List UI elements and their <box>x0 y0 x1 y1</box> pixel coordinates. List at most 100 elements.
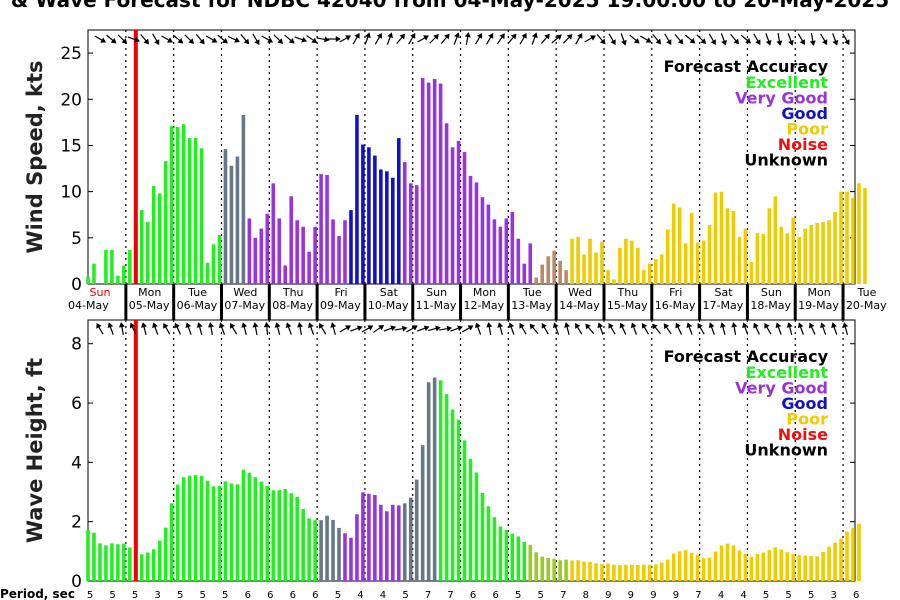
direction-arrow <box>273 34 284 44</box>
direction-arrow <box>730 34 740 45</box>
data-bar <box>122 543 126 581</box>
data-bar <box>701 240 706 284</box>
direction-arrow <box>240 34 250 45</box>
day-name: Mon <box>808 286 831 299</box>
arrow-head <box>435 325 441 332</box>
data-bar <box>737 550 742 581</box>
direction-arrow <box>832 33 839 46</box>
legend-item: Very Good <box>735 89 828 108</box>
data-bar <box>337 527 341 581</box>
direction-arrow <box>374 32 382 45</box>
legend-title: Forecast Accuracy <box>664 347 829 366</box>
day-name: Fri <box>669 286 682 299</box>
legend-item: Unknown <box>744 151 828 170</box>
day-name: Fri <box>334 286 347 299</box>
direction-arrow <box>608 33 616 46</box>
arrow-head <box>263 322 270 328</box>
data-bar <box>492 517 497 581</box>
data-bar <box>504 218 509 284</box>
arrow-head <box>499 33 505 40</box>
direction-arrow <box>117 34 128 44</box>
data-bar <box>391 504 395 581</box>
data-bar <box>205 262 210 284</box>
data-bar <box>373 155 377 284</box>
data-bar <box>151 186 156 284</box>
period-row: Period, sec 5 5 5 3 5 5 5 6 6 6 6 5 4 4 5 7 7 6 6 5 5 7 8 9 9 9 9 7 4… <box>0 587 859 600</box>
direction-arrow <box>464 32 471 46</box>
arrow-head <box>222 37 228 44</box>
period-value: 5 <box>763 590 769 600</box>
arrow-head <box>486 322 493 328</box>
day-date: 08-May <box>272 299 313 312</box>
wave-height-panel: 0 2 4 6 8 Wave Height, ft Forecast AccuracyExc… <box>23 319 861 592</box>
data-bar <box>259 228 264 284</box>
legend-item: Excellent <box>746 363 829 382</box>
data-bar <box>851 198 855 284</box>
direction-arrow <box>474 322 482 335</box>
direction-arrow <box>361 325 374 333</box>
data-bar <box>785 552 790 581</box>
data-bar <box>462 151 467 284</box>
data-bar <box>863 187 867 284</box>
arrow-head <box>677 38 684 45</box>
data-bar <box>636 564 640 581</box>
data-bar <box>175 126 180 285</box>
data-bar <box>528 243 533 284</box>
arrow-head <box>566 34 573 40</box>
data-bar <box>749 556 754 581</box>
arrow-head <box>745 37 752 44</box>
data-bar <box>809 556 813 581</box>
direction-arrow <box>364 32 371 45</box>
data-bar <box>139 210 144 284</box>
data-bar <box>462 440 467 581</box>
data-bar <box>247 472 252 581</box>
arrow-head <box>597 322 604 329</box>
direction-arrow <box>461 325 474 333</box>
arrow-head <box>211 37 218 43</box>
arrow-head <box>733 38 740 45</box>
data-bar <box>659 562 664 581</box>
day-date: 18-May <box>750 299 791 312</box>
period-value: 9 <box>650 590 656 600</box>
arrow-head <box>742 322 748 329</box>
arrow-head <box>721 39 727 46</box>
arrow-head <box>188 38 195 44</box>
arrow-head <box>167 37 173 43</box>
direction-arrow <box>797 322 804 335</box>
data-bar <box>420 445 425 581</box>
data-bar <box>235 156 240 284</box>
data-bar <box>677 207 682 284</box>
arrow-head <box>529 323 536 330</box>
direction-arrow <box>508 322 515 335</box>
arrow-head <box>423 325 430 332</box>
arrow-head <box>110 37 117 44</box>
arrow-head <box>675 322 681 329</box>
arrow-head <box>655 38 662 45</box>
period-value: 9 <box>628 590 634 600</box>
arrow-head <box>100 37 107 43</box>
data-bar <box>540 556 545 581</box>
direction-arrow <box>585 323 595 334</box>
data-bar <box>636 247 640 284</box>
data-bar <box>827 546 831 581</box>
data-bar <box>815 223 819 284</box>
direction-arrow <box>339 35 351 43</box>
direction-arrow <box>664 33 672 46</box>
legend-item: Poor <box>786 120 828 139</box>
arrow-head <box>809 40 816 46</box>
data-bar <box>468 175 473 284</box>
arrow-head <box>541 322 547 329</box>
direction-arrow <box>775 322 782 335</box>
day-date: 11-May <box>416 299 457 312</box>
data-bar <box>647 564 652 581</box>
data-bar <box>379 169 383 284</box>
arrow-head <box>177 37 184 44</box>
direction-arrow <box>396 33 406 44</box>
direction-arrow <box>352 32 360 45</box>
data-bar <box>319 174 323 284</box>
direction-arrow <box>529 323 539 334</box>
arrow-head <box>319 322 325 329</box>
period-value: 7 <box>447 590 453 600</box>
data-bar <box>821 222 825 284</box>
direction-arrow <box>327 36 341 42</box>
